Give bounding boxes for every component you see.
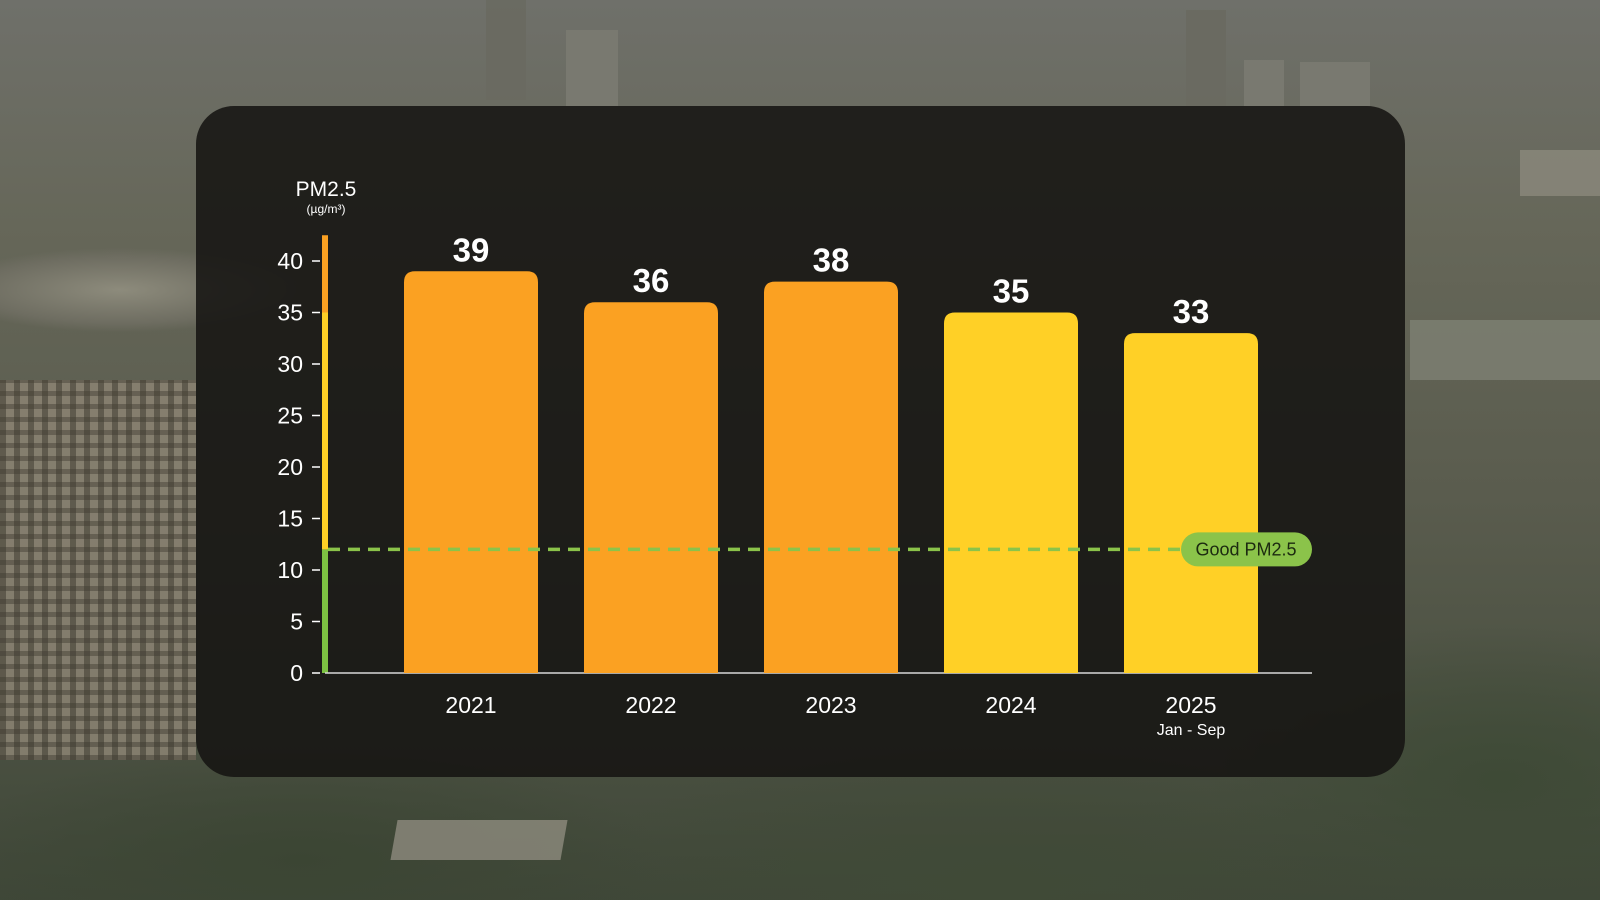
reference-label: Good PM2.5 (1195, 539, 1296, 559)
y-tick-label: 20 (277, 454, 303, 480)
background-building (1520, 150, 1600, 196)
y-tick-label: 30 (277, 351, 303, 377)
background-building (1410, 320, 1600, 380)
bar-value-label: 38 (813, 242, 850, 279)
bars: 39 36 38 35 33 (404, 231, 1258, 673)
y-axis-color-scale (322, 235, 328, 673)
y-tick-label: 10 (277, 557, 303, 583)
background-tower (1186, 10, 1226, 106)
bar-2025 (1124, 333, 1258, 673)
bar-2021 (404, 271, 538, 673)
y-tick-label: 15 (277, 506, 303, 532)
y-tick-label: 40 (277, 248, 303, 274)
background-tower (566, 30, 618, 106)
bar-2024 (944, 312, 1078, 673)
x-tick-label: 2022 (625, 692, 676, 718)
bar-value-label: 39 (453, 231, 490, 268)
y-tick-label: 25 (277, 403, 303, 429)
y-axis-unit: (µg/m³) (307, 202, 346, 216)
y-tick-label: 35 (277, 300, 303, 326)
x-tick-label: 2024 (985, 692, 1036, 718)
y-tick-label: 5 (290, 609, 303, 635)
background-tower (1300, 62, 1370, 106)
y-axis-title: PM2.5 (µg/m³) (296, 178, 357, 216)
bar-value-label: 36 (633, 262, 670, 299)
y-axis-band (322, 549, 328, 673)
y-axis-label: PM2.5 (296, 178, 357, 201)
bar-2023 (764, 281, 898, 673)
chart-card: PM2.5 (µg/m³) 0 5 10 15 20 25 30 35 40 39 36 38 35 3… (196, 106, 1405, 777)
background-tower (1244, 60, 1284, 106)
y-axis-ticks: 0 5 10 15 20 25 30 35 40 (277, 248, 320, 686)
background-tower (486, 0, 526, 100)
x-tick-label: 2021 (445, 692, 496, 718)
bar-value-label: 35 (993, 273, 1030, 310)
y-axis-band (322, 235, 328, 313)
bar-2022 (584, 302, 718, 673)
y-axis-band (322, 312, 328, 550)
y-tick-label: 0 (290, 660, 303, 686)
background-building (0, 380, 196, 760)
x-tick-sublabel: Jan - Sep (1157, 722, 1226, 739)
reference-pill (1181, 532, 1312, 567)
bar-value-label: 33 (1173, 293, 1210, 330)
x-axis-labels: 2021 2022 2023 2024 2025 Jan - Sep (445, 692, 1225, 739)
background-building (390, 820, 568, 860)
x-tick-label: 2025 (1165, 692, 1216, 718)
x-tick-label: 2023 (805, 692, 856, 718)
good-pm25-reference: Good PM2.5 (328, 532, 1312, 567)
